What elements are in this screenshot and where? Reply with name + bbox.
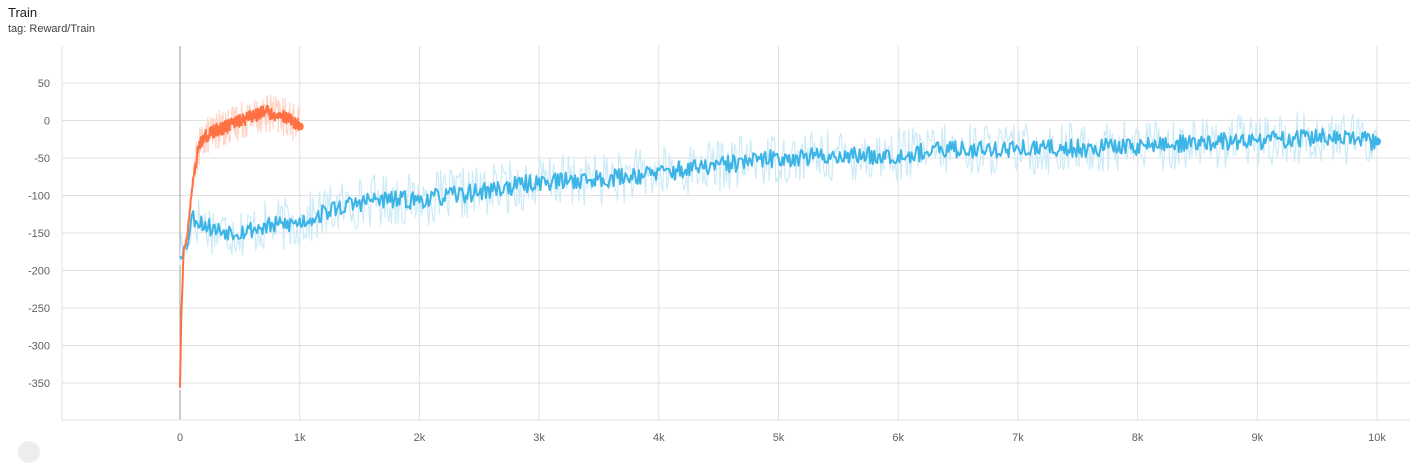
series-1-end-point[interactable]: [295, 122, 304, 131]
y-tick-label: -200: [28, 266, 50, 278]
x-tick-label: 0: [177, 432, 183, 444]
y-tick-label: -150: [28, 228, 50, 240]
y-tick-label: -300: [28, 341, 50, 353]
fit-domain-button[interactable]: [18, 441, 40, 463]
x-tick-label: 9k: [1251, 432, 1263, 444]
x-tick-label: 10k: [1368, 432, 1386, 444]
x-tick-label: 2k: [414, 432, 426, 444]
x-tick-label: 8k: [1132, 432, 1144, 444]
y-tick-label: -350: [28, 378, 50, 390]
series-0-end-point[interactable]: [1373, 137, 1381, 146]
x-tick-label: 3k: [533, 432, 545, 444]
x-tick-label: 1k: [294, 432, 306, 444]
chart-title: Train: [8, 5, 38, 20]
series-0-line[interactable]: [179, 127, 1378, 260]
x-tick-label: 7k: [1012, 432, 1024, 444]
y-tick-label: -50: [34, 153, 50, 165]
y-tick-label: 50: [38, 78, 50, 90]
y-tick-label: -250: [28, 303, 50, 315]
y-tick-label: 0: [44, 116, 50, 128]
y-tick-label: -100: [28, 191, 50, 203]
chart-tag: tag: Reward/Train: [8, 23, 96, 35]
tick-layer: 50 0 -50 -100 -150 -200 -250 -300 -350 0 1k 2k 3k 4k 5…: [28, 78, 1386, 444]
series-1-line[interactable]: [179, 104, 301, 388]
x-tick-label: 5k: [773, 432, 785, 444]
series-layer: [179, 94, 1381, 391]
x-tick-label: 4k: [653, 432, 665, 444]
x-tick-label: 6k: [892, 432, 904, 444]
line-chart: 50 0 -50 -100 -150 -200 -250 -300 -350 0 1k 2k 3k 4k 5…: [28, 46, 1410, 444]
